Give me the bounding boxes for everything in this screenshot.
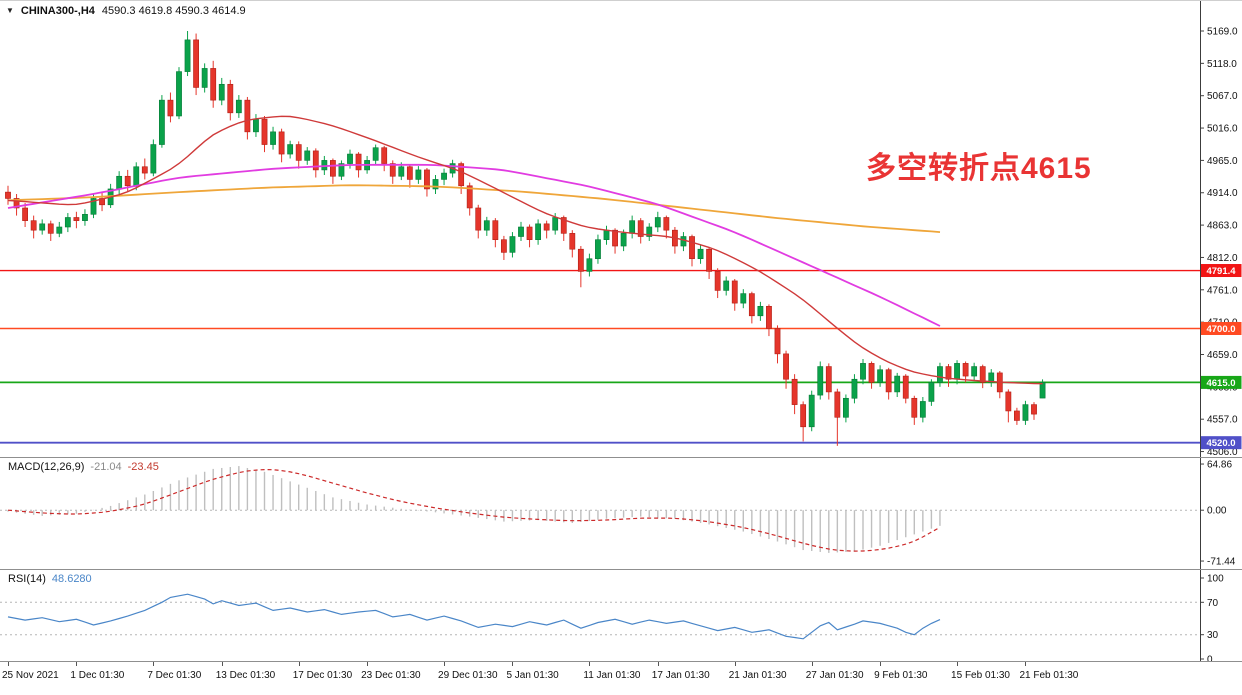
time-axis[interactable]: 25 Nov 2021 1 Dec 01:30 7 Dec 01:30 13 Dec … (0, 662, 1242, 695)
time-axis-label: 25 Nov 2021 (2, 670, 59, 681)
svg-text:30: 30 (1207, 630, 1219, 641)
time-axis-tick (76, 662, 78, 666)
price-axis-separator (1200, 1, 1201, 662)
svg-text:64.86: 64.86 (1207, 460, 1232, 471)
svg-text:0: 0 (1207, 655, 1213, 662)
time-axis-tick (1025, 662, 1027, 666)
time-axis-tick (153, 662, 155, 666)
time-axis-label: 29 Dec 01:30 (438, 670, 498, 681)
annotation-text: 多空转折点4615 (866, 152, 1092, 185)
time-axis-tick (221, 662, 223, 666)
time-axis-tick (734, 662, 736, 666)
candlesticks-layer (5, 31, 1046, 446)
rsi-panel[interactable]: 100 70 30 0 (0, 570, 1242, 661)
svg-text:5016.0: 5016.0 (1207, 124, 1238, 135)
ohlc-readout: 4590.3 4619.8 4590.3 4614.9 (101, 5, 246, 17)
symbol-period-label: CHINA300-,H4 (20, 5, 95, 17)
rsi-canvas[interactable]: 100 70 30 0 (0, 570, 1242, 661)
macd-value-signal: -23.45 (127, 461, 159, 473)
macd-label: MACD(12,26,9) -21.04 -23.45 (8, 461, 159, 473)
macd-histogram (7, 466, 941, 553)
time-axis-tick (811, 662, 813, 666)
time-axis-label: 21 Jan 01:30 (728, 670, 787, 681)
time-axis-tick (657, 662, 659, 666)
time-axis-tick (512, 662, 514, 666)
svg-text:5067.0: 5067.0 (1207, 91, 1238, 102)
rsi-axis[interactable]: 100 70 30 0 (1200, 574, 1224, 662)
svg-text:4761.0: 4761.0 (1207, 285, 1238, 296)
macd-signal-line (7, 468, 941, 552)
ma-fast-red (7, 115, 1043, 385)
svg-text:4812.0: 4812.0 (1207, 253, 1238, 264)
svg-text:4659.0: 4659.0 (1207, 350, 1238, 361)
price-line-badge (1200, 436, 1242, 450)
time-axis-label: 21 Feb 01:30 (1019, 670, 1079, 681)
macd-axis[interactable]: 64.86 0.00 -71.44 (1200, 460, 1236, 568)
time-axis-label: 23 Dec 01:30 (361, 670, 421, 681)
time-axis-tick (880, 662, 882, 666)
time-axis-tick (367, 662, 369, 666)
time-axis-label: 13 Dec 01:30 (215, 670, 276, 681)
chart-title: ▼ CHINA300-,H4 4590.3 4619.8 4590.3 4614… (6, 5, 246, 17)
svg-text:4791.4: 4791.4 (1206, 266, 1236, 277)
svg-text:-71.44: -71.44 (1207, 557, 1236, 568)
svg-text:4700.0: 4700.0 (1206, 324, 1235, 335)
svg-text:4557.0: 4557.0 (1207, 415, 1238, 426)
svg-text:5169.0: 5169.0 (1207, 27, 1238, 38)
time-axis-tick (298, 662, 300, 666)
time-axis-label: 17 Jan 01:30 (651, 670, 710, 681)
symbol-dropdown-icon[interactable]: ▼ (6, 6, 14, 15)
rsi-line (7, 593, 941, 640)
svg-text:4615.0: 4615.0 (1206, 378, 1235, 389)
time-axis-label: 27 Jan 01:30 (805, 670, 864, 681)
macd-name: MACD(12,26,9) (8, 461, 85, 473)
svg-text:5118.0: 5118.0 (1207, 59, 1237, 70)
price-chart-panel[interactable]: 5169.0 5118.0 5067.0 5016.0 4965.0 4914.0 4863… (0, 1, 1242, 457)
time-axis-tick (8, 662, 9, 666)
rsi-value: 48.6280 (51, 573, 92, 585)
ma-slow-orange (7, 184, 941, 233)
svg-text:4520.0: 4520.0 (1206, 438, 1235, 449)
time-axis-label: 17 Dec 01:30 (292, 670, 353, 681)
rsi-label: RSI(14) 48.6280 (8, 573, 92, 585)
svg-text:4863.0: 4863.0 (1207, 221, 1238, 232)
svg-text:4506.0: 4506.0 (1207, 447, 1238, 457)
macd-canvas[interactable]: 64.86 0.00 -71.44 (0, 458, 1242, 569)
panel-resize-divider-rsi[interactable] (0, 569, 1242, 570)
time-axis-divider (0, 661, 1242, 662)
svg-text:100: 100 (1207, 574, 1224, 585)
time-axis-label: 1 Dec 01:30 (70, 670, 125, 681)
rsi-name: RSI(14) (8, 573, 46, 585)
svg-text:70: 70 (1207, 598, 1219, 609)
time-axis-tick (589, 662, 591, 666)
svg-text:4914.0: 4914.0 (1207, 188, 1238, 199)
time-axis-label: 11 Jan 01:30 (583, 670, 641, 681)
time-axis-label: 7 Dec 01:30 (147, 670, 202, 681)
price-chart-canvas[interactable]: 5169.0 5118.0 5067.0 5016.0 4965.0 4914.0 4863… (0, 1, 1242, 457)
price-line-badge (1200, 375, 1242, 389)
macd-panel[interactable]: 64.86 0.00 -71.44 (0, 458, 1242, 569)
moving-averages-layer (7, 115, 1043, 385)
time-axis-label: 15 Feb 01:30 (951, 670, 1010, 681)
time-axis-label: 5 Jan 01:30 (506, 670, 559, 681)
time-axis-tick (957, 662, 959, 666)
horizontal-lines-layer (0, 269, 1200, 444)
price-line-badge (1200, 264, 1242, 278)
ma-medium-magenta (7, 163, 941, 327)
svg-text:4965.0: 4965.0 (1207, 156, 1238, 167)
price-axis[interactable]: 5169.0 5118.0 5067.0 5016.0 4965.0 4914.0 4863… (1200, 27, 1242, 458)
svg-text:0.00: 0.00 (1207, 506, 1227, 517)
macd-value-main: -21.04 (90, 461, 122, 473)
price-line-badge (1200, 321, 1242, 335)
panel-resize-divider-macd[interactable] (0, 457, 1242, 458)
time-axis-label: 9 Feb 01:30 (874, 670, 928, 681)
time-axis-tick (444, 662, 446, 666)
